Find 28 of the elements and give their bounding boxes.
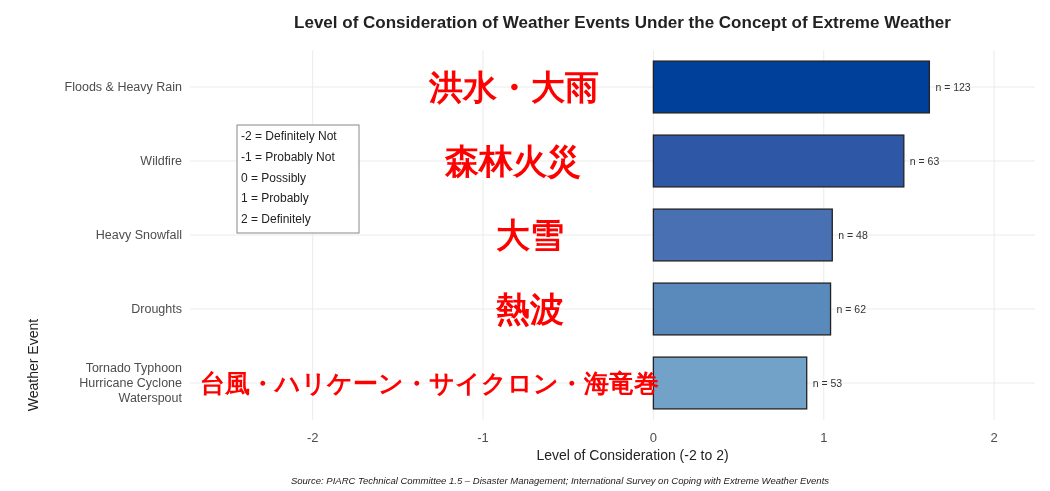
y-tick-label: Tornado Typhoon Hurricane Cyclone Waterspout <box>79 361 183 405</box>
source-note: Source: PIARC Technical Committee 1.5 – Disaster Management; International Survey on Coping with Extreme Weather Events <box>290 475 830 486</box>
x-tick-label: 2 <box>990 430 998 445</box>
annotation: -2 = Definitely Not -1 = Probably Not 0 = Possibly 1 = Probably 2 = Definitely <box>241 129 338 227</box>
chart-title: Level of Consideration of Weather Events Under the Concept of Extreme Weather <box>294 13 952 32</box>
x-tick-label: 1 <box>820 430 828 445</box>
y-tick-label: Wildfire <box>140 154 183 168</box>
annotation: 熱波 <box>495 289 564 329</box>
bar <box>652 134 905 188</box>
annotation: n = 53 <box>812 377 843 389</box>
annotation: n = 62 <box>836 303 867 315</box>
x-axis-title: Level of Consideration (-2 to 2) <box>536 447 729 463</box>
x-tick-label: -2 <box>306 430 319 445</box>
x-tick-label: -1 <box>477 430 489 445</box>
annotation: 洪水・大雨 <box>428 67 599 107</box>
annotation: n = 48 <box>838 229 868 241</box>
annotation: 大雪 <box>496 215 564 255</box>
bar <box>652 282 832 336</box>
annotation: n = 63 <box>909 155 940 167</box>
bar <box>652 208 833 262</box>
y-tick-label: Floods & Heavy Rain <box>64 80 183 94</box>
y-tick-label: Heavy Snowfall <box>95 228 182 242</box>
x-tick-label: 0 <box>649 430 657 445</box>
bar <box>652 60 931 114</box>
y-axis-title: Weather Event <box>25 318 41 412</box>
annotation: 森林火災 <box>444 141 581 181</box>
y-tick-label: Droughts <box>131 302 182 316</box>
annotation: n = 123 <box>935 81 971 93</box>
